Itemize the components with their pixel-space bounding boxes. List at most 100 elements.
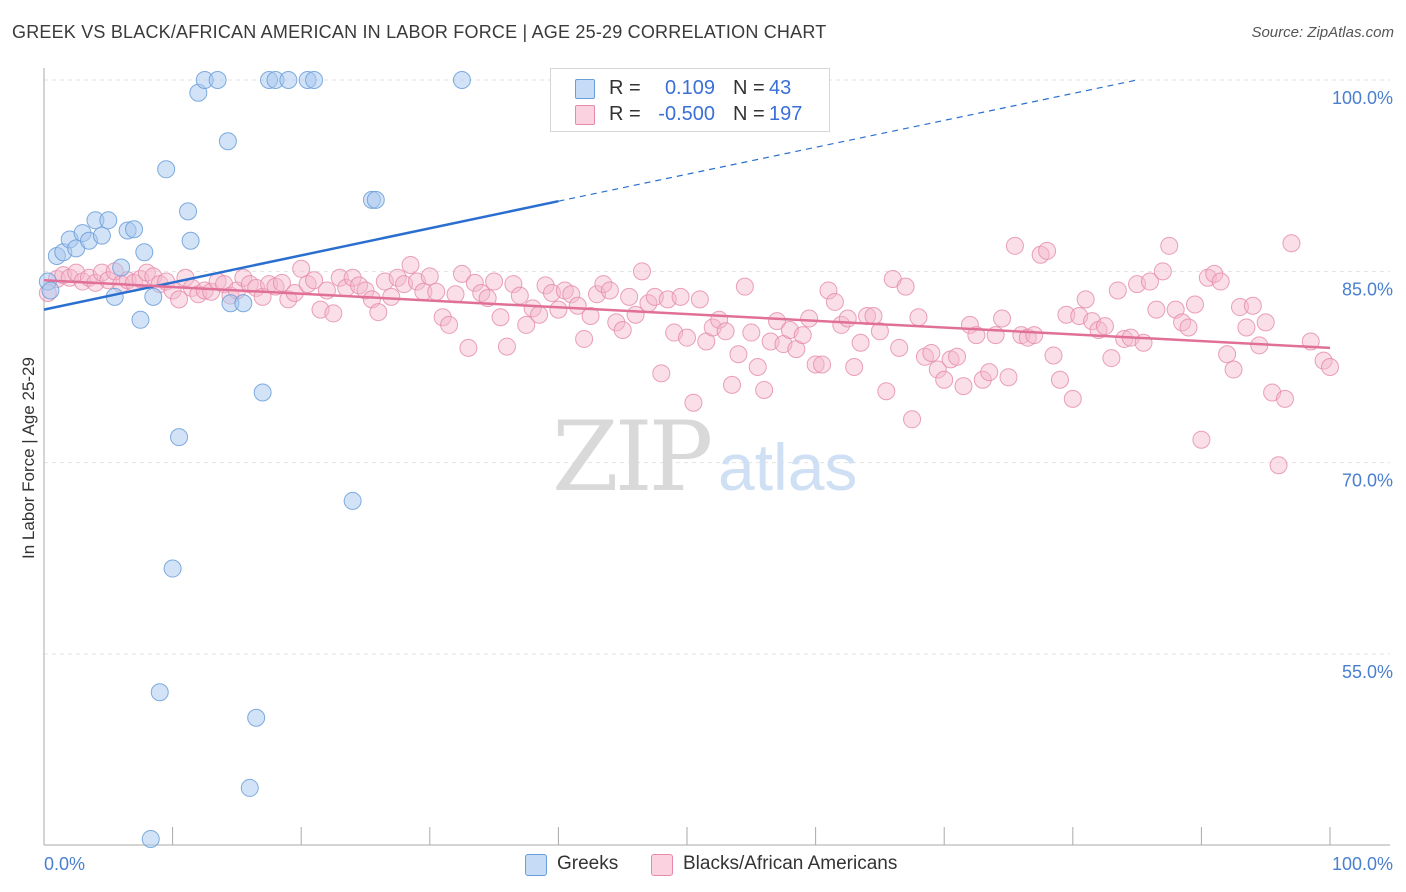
greek-point [141, 829, 160, 848]
stats-legend: R = 0.109 N = 43 R = -0.500 N = 197 [550, 68, 830, 132]
greek-swatch [575, 79, 595, 99]
black-point [742, 323, 761, 342]
legend-n-label: N = [733, 77, 765, 99]
greek-point [144, 287, 163, 306]
black-point [1160, 236, 1179, 255]
black-point [1185, 295, 1204, 314]
black-point [530, 305, 549, 324]
black-legend-swatch [651, 854, 673, 876]
black-point [723, 375, 742, 394]
black-point [170, 290, 189, 309]
greek-point [181, 231, 200, 250]
black-point [549, 300, 568, 319]
greek-point [125, 220, 144, 239]
black-point [748, 358, 767, 376]
black-point [819, 281, 838, 300]
black-point [497, 337, 516, 356]
black-legend-label: Blacks/African Americans [683, 853, 898, 874]
axes [43, 68, 1390, 846]
legend-row-greeks: R = 0.109 N = 43 [551, 75, 829, 101]
black-point [838, 309, 857, 328]
black-point [491, 308, 510, 327]
black-point [967, 326, 986, 345]
black-point [382, 287, 401, 306]
black-point [1192, 430, 1211, 449]
black-point [954, 377, 973, 396]
black-point [279, 290, 298, 309]
black-point [1275, 389, 1294, 408]
black-point [735, 277, 754, 296]
legend-n-value: 197 [769, 103, 803, 125]
black-point [877, 382, 896, 401]
black-point [800, 309, 819, 328]
black-point [793, 326, 812, 345]
x-tick-label: 0.0% [44, 854, 85, 874]
greek-point [343, 491, 362, 510]
black-point [581, 306, 600, 325]
black-point [388, 268, 407, 287]
black-point [343, 268, 362, 287]
y-tick-label: 100.0% [1332, 88, 1393, 108]
greek-point [240, 778, 259, 797]
black-point [845, 358, 864, 376]
black-point [568, 296, 587, 315]
greek-point [112, 258, 131, 277]
black-point [620, 287, 639, 306]
black-point [1179, 318, 1198, 337]
black-point [1076, 290, 1095, 309]
black-point [401, 255, 420, 274]
x-tick-label: 100.0% [1332, 854, 1393, 874]
legend-r-value: -0.500 [658, 103, 715, 125]
black-point [1063, 389, 1082, 408]
black-point [523, 299, 542, 318]
greek-point [163, 559, 182, 578]
black-point [1025, 326, 1044, 345]
y-tick-label: 70.0% [1342, 471, 1393, 491]
greek-point [305, 71, 324, 89]
black-point [420, 267, 439, 286]
black-point [684, 393, 703, 412]
source-label: Source: ZipAtlas.com [1251, 24, 1394, 41]
y-tick-label: 55.0% [1342, 662, 1393, 682]
black-point [1243, 296, 1262, 315]
black-point [935, 370, 954, 389]
legend-r-label: R = [609, 103, 641, 125]
series-legend: Greeks Blacks/African Americans [0, 852, 1406, 878]
legend-r-label: R = [609, 77, 641, 99]
greek-point [41, 281, 60, 300]
black-point [369, 303, 388, 322]
legend-n-value: 43 [769, 77, 792, 99]
black-point [452, 264, 471, 283]
greek-point [179, 202, 198, 221]
black-point [999, 368, 1018, 387]
black-point [1050, 370, 1069, 389]
black-point [427, 282, 446, 301]
black-point [896, 277, 915, 296]
black-point [465, 273, 484, 292]
watermark-zip: ZIP [552, 401, 711, 513]
black-point [632, 262, 651, 281]
black-point [729, 345, 748, 364]
black-point [1256, 313, 1275, 332]
black-point [690, 290, 709, 309]
trend-lines [43, 79, 1331, 350]
black-point [806, 355, 825, 374]
y-tick-label: 85.0% [1342, 279, 1393, 299]
greek-legend-label: Greeks [557, 853, 619, 874]
black-point [928, 360, 947, 379]
black-point [1044, 346, 1063, 365]
black-point [1224, 360, 1243, 379]
black-point [864, 306, 883, 325]
greek-point [92, 226, 111, 245]
greek-trend-line [43, 199, 559, 311]
black-point [716, 322, 735, 341]
black-point [1237, 318, 1256, 337]
greek-point [253, 383, 272, 402]
greek-point [208, 71, 227, 89]
black-point [1038, 241, 1057, 260]
black-point [330, 268, 349, 287]
watermark-atlas: atlas [718, 430, 857, 504]
black-point [446, 285, 465, 304]
black-point [890, 338, 909, 357]
